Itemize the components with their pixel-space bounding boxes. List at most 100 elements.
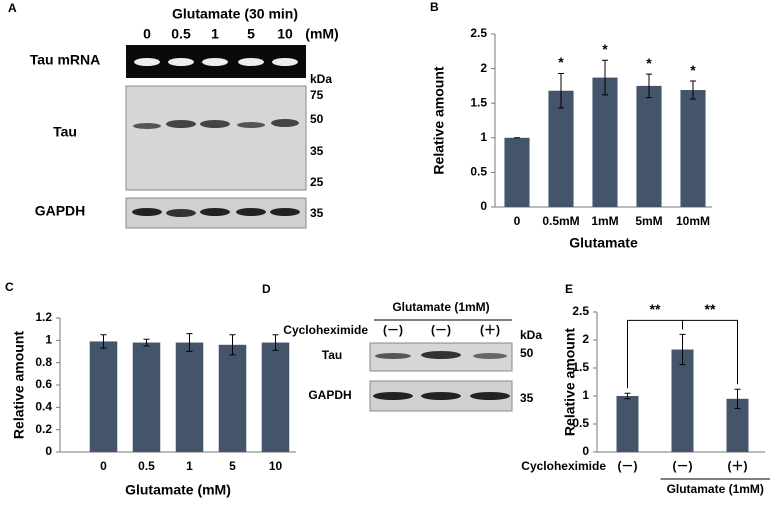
panel-letter: A [8,1,17,15]
x-axis-label: Glutamate [569,235,638,251]
band [473,353,507,359]
marker-label: 35 [520,391,534,405]
lane-label: 5 [247,26,255,42]
panel-letter: D [262,282,271,296]
annotation: * [558,54,564,70]
x-tick-label: 10 [269,459,283,473]
error-bar [690,80,696,100]
y-tick-label: 2.5 [470,26,487,40]
marker-label: 35 [310,144,324,158]
y-tick-label: 2 [582,332,589,346]
marker-label: 50 [310,112,324,126]
blot-title: Glutamate (30 min) [172,6,298,22]
band [421,392,461,400]
marker-label: 25 [310,175,324,189]
y-tick-label: 2.5 [572,304,589,318]
row-label: GAPDH [35,203,86,219]
band [375,353,411,359]
error-bar [558,72,564,109]
x-tick-label: 0 [100,459,107,473]
treatment-label: Cycloheximide [283,323,368,337]
row-label: GAPDH [308,388,351,402]
lane-label: (＋) [480,323,500,337]
lane-label: (－) [431,323,451,337]
band [272,58,298,66]
y-tick-label: 1.5 [572,360,589,374]
band [202,58,228,66]
annotation: * [602,41,608,57]
marker-label: 50 [520,346,534,360]
band [200,120,230,128]
significance-label: ** [705,301,716,317]
panel-letter: B [430,0,439,14]
band [237,122,265,128]
y-tick-label: 0 [480,199,487,213]
blot-title: Glutamate (1mM) [392,300,489,314]
y-tick-label: 2 [480,61,487,75]
y-tick-label: 0.8 [35,355,52,369]
x-tick-label: 5mM [635,214,662,228]
y-tick-label: 1.2 [35,310,52,324]
band [200,208,230,216]
bar [89,341,118,452]
kda-label: kDa [520,328,542,342]
bar [680,90,706,207]
y-tick-label: 1 [45,333,52,347]
bar [726,398,749,452]
annotation: * [646,55,652,71]
band [168,58,194,66]
lane-label: (－) [383,323,403,337]
bar [175,342,204,452]
band [166,120,196,128]
lane-label: 0 [143,26,151,42]
y-tick-label: 0.5 [470,165,487,179]
row-label: Tau [322,348,342,362]
x-tick-label: 10mM [676,214,710,228]
x-tick-label: 1 [186,459,193,473]
error-bar [272,334,279,351]
band [132,208,162,216]
band [373,392,413,400]
error-bar [186,333,193,352]
band [133,123,161,129]
error-bar [100,334,107,349]
x-tick-label: (＋) [728,459,748,473]
x-axis-label: Glutamate (mM) [125,482,231,498]
error-bar [646,73,652,99]
lane-label: 0.5 [171,26,191,42]
bar [671,349,694,452]
significance-bracket [682,319,738,385]
band [238,58,264,66]
y-tick-label: 1.5 [470,95,487,109]
bar [548,90,574,207]
y-axis-label: Relative amount [431,66,447,174]
error-bar [602,59,608,96]
bar [504,137,530,207]
band [421,351,461,359]
x-tick-label: (－) [618,459,638,473]
bar [218,344,247,452]
row-label: Tau [53,124,77,140]
significance-label: ** [650,301,661,317]
band [470,392,510,400]
y-tick-label: 0.2 [35,422,52,436]
x-tick-label: 1mM [591,214,618,228]
band [271,119,299,127]
bar [132,342,161,452]
y-tick-label: 0.5 [572,416,589,430]
panel-letter: C [5,280,14,294]
band [236,208,266,216]
error-bar [229,334,236,356]
y-tick-label: 0.4 [35,400,52,414]
band [134,58,160,66]
error-bar [624,392,631,400]
error-bar [679,333,686,366]
panel-letter: E [565,282,573,296]
y-axis-label: Relative amount [11,331,27,439]
y-tick-label: 1 [582,388,589,402]
kda-label: kDa [310,72,332,86]
x-tick-label: 0.5mM [542,214,579,228]
y-tick-label: 0 [582,444,589,458]
marker-label: 35 [310,206,324,220]
